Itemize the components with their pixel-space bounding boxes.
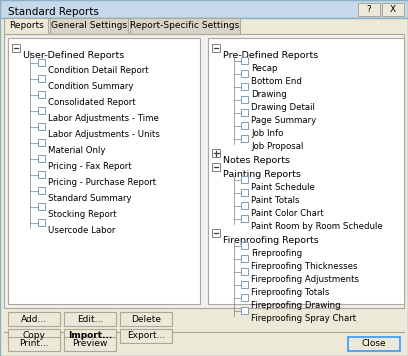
Bar [241, 202, 248, 209]
Text: Pricing - Fax Report: Pricing - Fax Report [48, 162, 132, 171]
Text: Print...: Print... [19, 340, 49, 349]
Text: Labor Adjustments - Time: Labor Adjustments - Time [48, 114, 159, 123]
Text: Drawing Detail: Drawing Detail [251, 103, 315, 112]
Text: Fireproofing Spray Chart: Fireproofing Spray Chart [251, 314, 356, 323]
Text: Paint Totals: Paint Totals [251, 196, 299, 205]
Text: Drawing: Drawing [251, 90, 287, 99]
Text: Condition Detail Report: Condition Detail Report [48, 66, 149, 75]
Bar [358, 3, 380, 16]
Bar [8, 337, 60, 351]
Bar [241, 122, 248, 129]
Bar [64, 337, 116, 351]
Text: Labor Adjustments - Units: Labor Adjustments - Units [48, 130, 160, 139]
Bar [241, 307, 248, 314]
Text: Pre-Defined Reports: Pre-Defined Reports [223, 51, 318, 60]
Bar [241, 215, 248, 222]
Text: Fireproofing Adjustments: Fireproofing Adjustments [251, 275, 359, 284]
Bar [50, 18, 128, 34]
Text: Stocking Report: Stocking Report [48, 210, 117, 219]
Text: Notes Reports: Notes Reports [223, 156, 290, 165]
Bar [241, 135, 248, 142]
Bar [241, 70, 248, 77]
Text: Pricing - Purchase Report: Pricing - Purchase Report [48, 178, 156, 187]
Bar [208, 38, 404, 304]
Bar [38, 139, 45, 146]
Text: Fireproofing Reports: Fireproofing Reports [223, 236, 319, 245]
Text: Job Info: Job Info [251, 129, 284, 138]
Bar [348, 337, 400, 351]
Bar [241, 242, 248, 249]
Bar [382, 3, 404, 16]
Bar [212, 229, 220, 237]
Bar [130, 18, 240, 34]
Bar [38, 107, 45, 114]
Text: Page Summary: Page Summary [251, 116, 316, 125]
Text: Material Only: Material Only [48, 146, 106, 155]
Text: Usercode Labor: Usercode Labor [48, 226, 115, 235]
Text: Consolidated Report: Consolidated Report [48, 98, 135, 107]
Bar [241, 96, 248, 103]
Text: General Settings: General Settings [51, 21, 127, 31]
Bar [241, 57, 248, 64]
Text: Recap: Recap [251, 64, 277, 73]
Text: Close: Close [361, 340, 386, 349]
Bar [241, 83, 248, 90]
Text: Import...: Import... [68, 331, 112, 340]
Bar [241, 281, 248, 288]
Bar [8, 329, 60, 343]
Text: Delete: Delete [131, 314, 161, 324]
Bar [38, 75, 45, 82]
Bar [212, 149, 220, 157]
Text: Standard Summary: Standard Summary [48, 194, 132, 203]
Text: Paint Room by Room Schedule: Paint Room by Room Schedule [251, 222, 383, 231]
Bar [8, 38, 200, 304]
Bar [38, 203, 45, 210]
Bar [38, 187, 45, 194]
Text: Bottom End: Bottom End [251, 77, 302, 86]
Text: Reports: Reports [9, 21, 43, 31]
Text: Add...: Add... [21, 314, 47, 324]
Text: Painting Reports: Painting Reports [223, 170, 301, 179]
Bar [12, 44, 20, 52]
Bar [38, 91, 45, 98]
Text: Fireproofing Totals: Fireproofing Totals [251, 288, 329, 297]
Bar [120, 312, 172, 326]
Text: Fireproofing: Fireproofing [251, 249, 302, 258]
Text: ?: ? [367, 5, 371, 14]
Bar [241, 294, 248, 301]
Text: Fireproofing Drawing: Fireproofing Drawing [251, 301, 341, 310]
Bar [241, 176, 248, 183]
Text: Edit...: Edit... [77, 314, 103, 324]
Bar [38, 171, 45, 178]
Text: Job Proposal: Job Proposal [251, 142, 304, 151]
Bar [212, 163, 220, 171]
Bar [0, 0, 408, 18]
Text: Paint Schedule: Paint Schedule [251, 183, 315, 192]
Bar [241, 109, 248, 116]
Text: Fireproofing Thicknesses: Fireproofing Thicknesses [251, 262, 357, 271]
Bar [241, 189, 248, 196]
Bar [38, 123, 45, 130]
Text: Preview: Preview [72, 340, 108, 349]
Bar [64, 312, 116, 326]
Bar [8, 312, 60, 326]
Bar [212, 44, 220, 52]
Text: User-Defined Reports: User-Defined Reports [23, 51, 124, 60]
Text: Report-Specific Settings: Report-Specific Settings [131, 21, 239, 31]
Bar [64, 329, 116, 343]
Text: Copy: Copy [22, 331, 45, 340]
Bar [38, 155, 45, 162]
Text: Paint Color Chart: Paint Color Chart [251, 209, 324, 218]
Bar [241, 268, 248, 275]
Bar [4, 34, 404, 308]
Bar [120, 329, 172, 343]
Bar [38, 59, 45, 66]
Text: Export...: Export... [127, 331, 165, 340]
Bar [38, 219, 45, 226]
Text: X: X [390, 5, 396, 14]
Text: Standard Reports: Standard Reports [8, 7, 99, 17]
Bar [241, 255, 248, 262]
Text: Condition Summary: Condition Summary [48, 82, 133, 91]
Bar [4, 18, 48, 34]
